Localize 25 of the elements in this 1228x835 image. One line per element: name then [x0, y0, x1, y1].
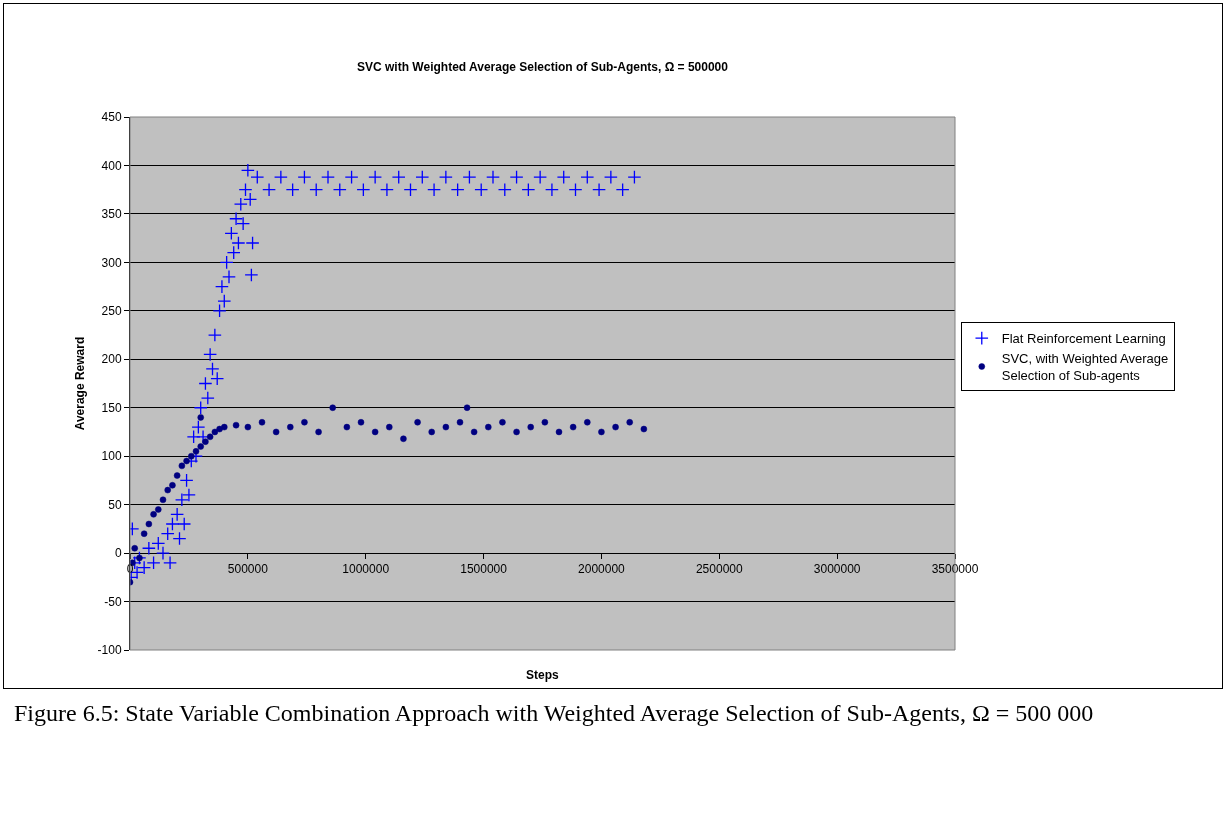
x-tick-label: 1500000	[460, 562, 508, 577]
y-tick-label: 0	[114, 546, 122, 561]
x-tick-label: 2500000	[695, 562, 743, 577]
x-tick-label: 3500000	[931, 562, 979, 577]
y-tick-label: -50	[104, 594, 122, 609]
y-tick-label: 300	[101, 255, 122, 270]
y-tick-label: 100	[101, 449, 122, 464]
x-tick-label: 1000000	[342, 562, 390, 577]
y-axis-title: Average Reward	[72, 336, 87, 431]
x-tick-label: 500000	[227, 562, 269, 577]
y-tick-label: 50	[108, 497, 122, 512]
x-tick-label: 3000000	[813, 562, 861, 577]
y-tick-label: 350	[101, 207, 122, 222]
x-tick-label: 2000000	[578, 562, 626, 577]
caption: Figure 6.5: State Variable Combination Approach with Weighted Average Selection of Sub-Agents, Ω = 500 000	[14, 699, 1095, 728]
y-tick-label: 150	[101, 400, 122, 415]
y-tick-label: 450	[101, 110, 122, 125]
y-tick-label: -100	[97, 643, 122, 658]
y-tick-label: 400	[101, 158, 122, 173]
y-tick-label: 200	[101, 352, 122, 367]
legend-label: Flat Reinforcement Learning	[1001, 331, 1166, 347]
chart-title: SVC with Weighted Average Selection of Sub-Agents, Ω = 500000	[357, 59, 729, 74]
x-axis-title: Steps	[526, 668, 559, 682]
y-tick-label: 250	[101, 304, 122, 319]
legend-label: SVC, with Weighted Average Selection of Sub-agents	[1001, 351, 1169, 384]
